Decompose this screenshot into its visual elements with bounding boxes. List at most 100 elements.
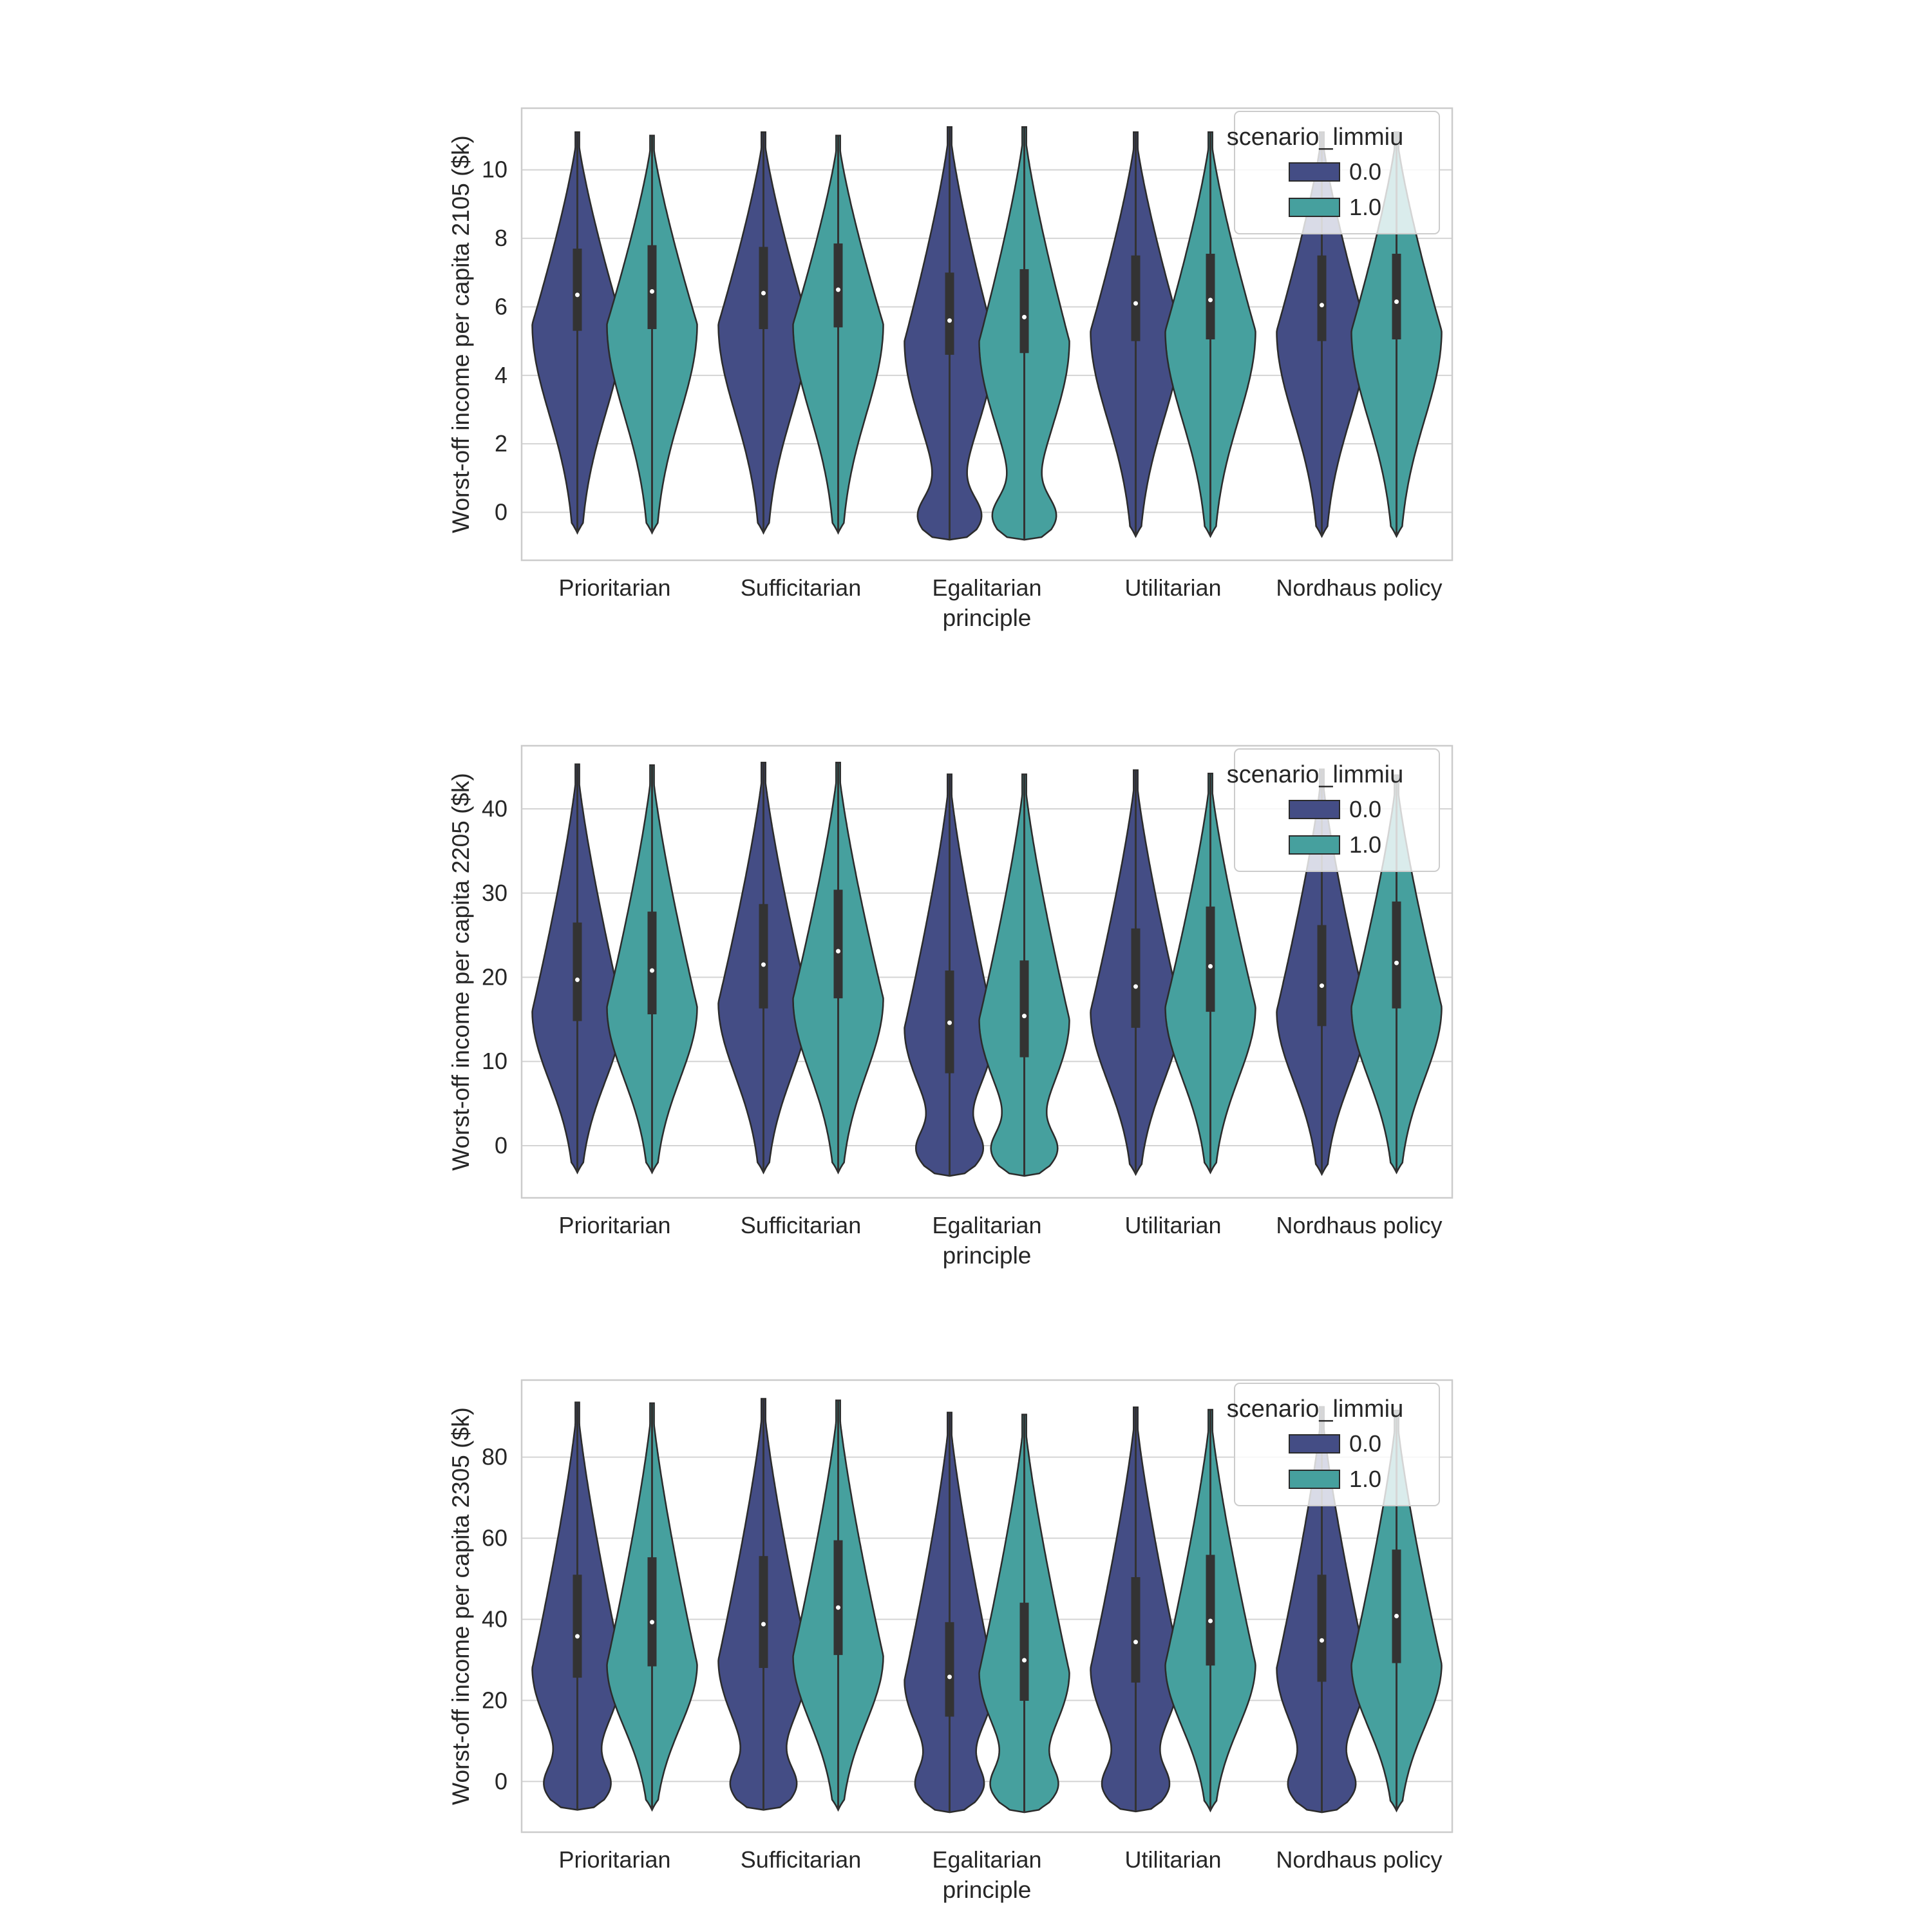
violin-median <box>947 318 952 323</box>
axes-frame <box>520 1379 1454 1833</box>
y-tick-label: 8 <box>495 225 507 251</box>
legend-entry: 1.0 <box>1349 194 1381 220</box>
violin-median <box>1208 964 1213 969</box>
y-tick-label: 0 <box>495 1768 507 1794</box>
y-tick-label: 30 <box>482 880 507 906</box>
y-tick-label: 0 <box>495 1132 507 1159</box>
violin-iqr-box <box>1206 1555 1215 1666</box>
legend-entry: 0.0 <box>1349 796 1381 822</box>
violin-iqr-box <box>1206 254 1215 339</box>
violin-median <box>1394 1613 1399 1618</box>
violin-median <box>836 949 840 954</box>
violin-median <box>947 1020 952 1025</box>
x-tick-label: Utilitarian <box>1124 574 1221 601</box>
violin-median <box>1320 303 1324 308</box>
violin-panel-2105: 0 2 4 6 8 10 Prioritarian Sufficitarian Egalitar… <box>448 107 1454 631</box>
y-tick-label: 60 <box>482 1525 507 1551</box>
y-tick-label: 10 <box>482 156 507 183</box>
violin-median <box>836 1605 840 1610</box>
y-tick-label: 20 <box>482 1687 507 1713</box>
violin-iqr-box <box>1206 906 1215 1012</box>
violin-median <box>1022 1658 1027 1663</box>
violin-median <box>947 1674 952 1680</box>
violin-iqr-box <box>1019 960 1029 1057</box>
y-axis-label: Worst-off income per capita 2305 ($k) <box>448 1407 474 1805</box>
y-tick-label: 40 <box>482 795 507 822</box>
violin-iqr-box <box>1019 269 1029 354</box>
x-tick-label: Nordhaus policy <box>1276 574 1442 601</box>
y-tick-label: 80 <box>482 1444 507 1470</box>
legend-title: scenario_limmiu <box>1227 1396 1404 1423</box>
violin-panel-2305: 0 20 40 60 80 Prioritarian Sufficitarian Egalit… <box>448 1379 1454 1903</box>
y-tick-label: 4 <box>495 362 507 388</box>
violin-iqr-box <box>833 889 843 999</box>
x-tick-label: Sufficitarian <box>741 574 861 601</box>
violin-median <box>650 289 654 294</box>
y-axis-label: Worst-off income per capita 2205 ($k) <box>448 773 474 1171</box>
legend-swatch-1.0 <box>1289 1470 1340 1489</box>
violin-iqr-box <box>1392 254 1401 339</box>
violin-median <box>761 1622 766 1627</box>
violin-median <box>1133 1640 1138 1645</box>
violin-iqr-box <box>1317 1575 1327 1682</box>
y-tick-label: 6 <box>495 293 507 319</box>
violin-iqr-box <box>573 249 582 331</box>
violin-median <box>761 290 766 296</box>
x-tick-label: Utilitarian <box>1124 1846 1221 1873</box>
violin-median <box>1208 298 1213 303</box>
x-axis-label: principle <box>943 1877 1032 1903</box>
legend-entry: 0.0 <box>1349 158 1381 185</box>
violin-median <box>1320 1638 1324 1643</box>
violin-median <box>650 968 654 973</box>
y-tick-label: 40 <box>482 1605 507 1632</box>
violin-iqr-box <box>1392 1549 1401 1663</box>
legend-title: scenario_limmiu <box>1227 124 1404 151</box>
violin-iqr-box <box>759 904 768 1009</box>
axes-frame <box>520 744 1454 1199</box>
y-tick-label: 20 <box>482 963 507 990</box>
x-tick-label: Egalitarian <box>932 574 1041 601</box>
violin-iqr-box <box>1131 255 1141 341</box>
x-tick-label: Egalitarian <box>932 1846 1041 1873</box>
x-tick-label: Prioritarian <box>558 1846 670 1873</box>
violin-iqr-box <box>1392 901 1401 1009</box>
x-axis-label: principle <box>943 605 1032 631</box>
violin-iqr-box <box>945 1622 954 1717</box>
y-axis-label: Worst-off income per capita 2105 ($k) <box>448 135 474 533</box>
y-tick-label: 0 <box>495 499 507 526</box>
axes-frame <box>520 107 1454 562</box>
violin-iqr-box <box>647 1557 657 1667</box>
violin-median <box>1022 314 1027 319</box>
violin-median <box>1133 984 1138 989</box>
x-tick-label: Nordhaus policy <box>1276 1846 1442 1873</box>
violin-iqr-box <box>647 911 657 1015</box>
violin-iqr-box <box>573 922 582 1021</box>
violin-iqr-box <box>945 272 954 355</box>
violin-iqr-box <box>1131 1577 1141 1683</box>
violin-median <box>836 287 840 292</box>
violin-median <box>1394 299 1399 304</box>
violin-iqr-box <box>833 243 843 328</box>
legend-entry: 1.0 <box>1349 1466 1381 1492</box>
violin-median <box>1133 301 1138 306</box>
y-tick-label: 2 <box>495 430 507 457</box>
x-axis-label: principle <box>943 1242 1032 1269</box>
legend-swatch-1.0 <box>1289 835 1340 855</box>
legend-swatch-0.0 <box>1289 162 1340 182</box>
violin-iqr-box <box>759 247 768 330</box>
x-tick-label: Utilitarian <box>1124 1212 1221 1238</box>
x-tick-label: Egalitarian <box>932 1212 1041 1238</box>
violin-panel-2205: 0 10 20 30 40 Prioritarian Sufficitarian Egalit… <box>448 744 1454 1269</box>
violin-median <box>1208 1618 1213 1624</box>
violin-median <box>1320 983 1324 989</box>
violin-median <box>650 1620 654 1625</box>
violin-median <box>575 977 580 982</box>
legend-swatch-1.0 <box>1289 198 1340 217</box>
violin-median <box>1394 960 1399 965</box>
legend-swatch-0.0 <box>1289 800 1340 819</box>
violin-iqr-box <box>1131 928 1141 1028</box>
violin-iqr-box <box>1317 255 1327 341</box>
violin-median <box>575 292 580 298</box>
violin-iqr-box <box>833 1540 843 1655</box>
